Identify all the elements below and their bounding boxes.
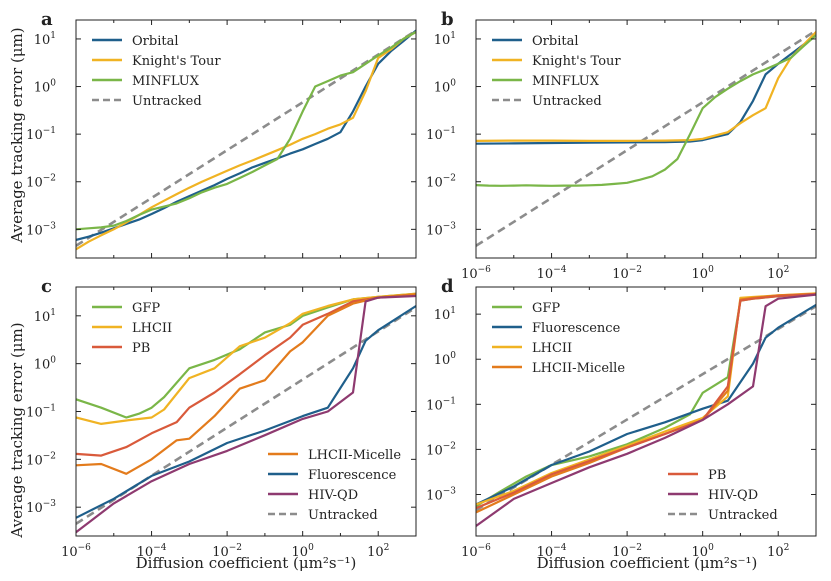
legend-bottom-right: LHCII-Micelle Fluorescence HIV-QD Untracked [268, 448, 401, 523]
series-line-hiv-qd [76, 294, 416, 534]
series-line-lhcii [476, 292, 816, 506]
legend-label: Untracked [532, 94, 602, 109]
y-tick-label: 101 [34, 31, 56, 48]
legend-label: LHCII [532, 341, 572, 356]
panel-label: b [441, 9, 454, 30]
series-group [76, 292, 416, 534]
legend-label: Knight's Tour [132, 54, 221, 69]
axes-frame [75, 19, 417, 259]
y-tick-label: 10−3 [26, 499, 56, 516]
legend-label: Knight's Tour [532, 54, 621, 69]
y-tick-label: 10−2 [26, 451, 56, 468]
y-tick-label: 10−3 [26, 221, 56, 238]
series-line-minflux [476, 34, 816, 187]
y-tick-label: 100 [34, 356, 57, 373]
x-axis-label-left: Diffusion coefficient (μm²s⁻¹) [136, 554, 357, 572]
x-tick-label: 10−6 [461, 265, 491, 282]
y-tick-label: 10−2 [26, 174, 56, 191]
y-tick-label: 100 [434, 351, 457, 368]
axes-frame [475, 286, 817, 537]
legend-label: LHCII-Micelle [308, 448, 401, 463]
panel-c: 10−6 10−4 10−2 100 10210−310−210−1100101cGFP… [26, 276, 417, 560]
axes-frame [75, 286, 417, 537]
legend-label: GFP [532, 301, 560, 316]
legend-label: Untracked [708, 508, 778, 523]
legend-bottom-right: PB HIV-QD Untracked [668, 468, 778, 523]
series-line-minflux [76, 30, 416, 231]
series-line-fluorescence [76, 304, 416, 519]
series-group [476, 292, 816, 528]
legend-label: GFP [132, 301, 160, 316]
legend-label: Fluorescence [532, 321, 621, 336]
y-axis-label-bottom: Average tracking error (μm) [8, 322, 26, 538]
x-axis-label-right: Diffusion coefficient (μm²s⁻¹) [537, 554, 758, 572]
series-line-lhcii-micelle [76, 293, 416, 475]
x-tick-label: 100 [692, 265, 715, 282]
series-line-orbital [76, 29, 416, 241]
series-line-hiv-qd [476, 293, 816, 528]
y-tick-label: 101 [434, 31, 456, 48]
y-tick-label: 10−1 [26, 126, 56, 143]
x-tick-label: 102 [767, 265, 789, 282]
y-tick-label: 10−1 [426, 396, 456, 413]
y-tick-label: 100 [434, 79, 457, 96]
legend-top-left: Orbital Knight's Tour MINFLUX Untracked [92, 34, 221, 109]
legend-top-left: Orbital Knight's Tour MINFLUX Untracked [492, 34, 621, 109]
legend-label: Untracked [132, 94, 202, 109]
legend-label: LHCII-Micelle [532, 361, 625, 376]
legend-label: HIV-QD [308, 488, 358, 503]
y-tick-label: 10−2 [426, 174, 456, 191]
y-tick-label: 100 [34, 79, 57, 96]
series-line-untracked [76, 29, 416, 247]
x-tick-label: 10−2 [612, 265, 642, 282]
legend-label: PB [708, 468, 726, 483]
y-tick-label: 10−1 [426, 126, 456, 143]
legend-label: MINFLUX [532, 74, 600, 89]
legend-label: Orbital [532, 34, 578, 49]
series-line-lhcii [76, 292, 416, 425]
series-line-untracked [476, 29, 816, 247]
y-axis-label-top: Average tracking error (μm) [8, 27, 26, 243]
y-tick-label: 101 [34, 308, 56, 325]
series-line-fluorescence [476, 303, 816, 506]
legend-label: Untracked [308, 508, 378, 523]
series-group [76, 29, 416, 251]
panel-label: d [441, 276, 454, 297]
legend-label: PB [132, 341, 150, 356]
x-tick-label: 102 [367, 543, 389, 560]
x-tick-label: 102 [767, 543, 789, 560]
series-line-pb [476, 292, 816, 510]
legend-label: Fluorescence [308, 468, 397, 483]
legend-top-left: GFP LHCII PB [92, 301, 172, 356]
axes-frame [475, 19, 817, 259]
series-line-orbital [476, 34, 816, 145]
y-tick-label: 10−3 [426, 221, 456, 238]
series-line-gfp [476, 292, 816, 508]
y-tick-label: 10−2 [426, 441, 456, 458]
x-tick-label: 10−6 [461, 543, 491, 560]
y-tick-label: 101 [434, 306, 456, 323]
panel-label: a [41, 9, 53, 30]
legend-label: MINFLUX [132, 74, 200, 89]
series-line-knight-s-tour [476, 30, 816, 142]
series-group [476, 29, 816, 247]
y-tick-label: 10−1 [26, 404, 56, 421]
series-line-pb [76, 293, 416, 457]
panel-label: c [41, 276, 52, 297]
legend-label: LHCII [132, 321, 172, 336]
x-tick-label: 10−4 [537, 265, 567, 282]
legend-label: Orbital [132, 34, 178, 49]
y-tick-label: 10−3 [426, 486, 456, 503]
x-tick-label: 10−6 [61, 543, 91, 560]
legend-label: HIV-QD [708, 488, 758, 503]
legend-top-left: GFP Fluorescence LHCII LHCII-Micelle [492, 301, 625, 376]
panel-d: 10−6 10−4 10−2 100 10210−310−210−1100101dGFP… [426, 276, 817, 560]
